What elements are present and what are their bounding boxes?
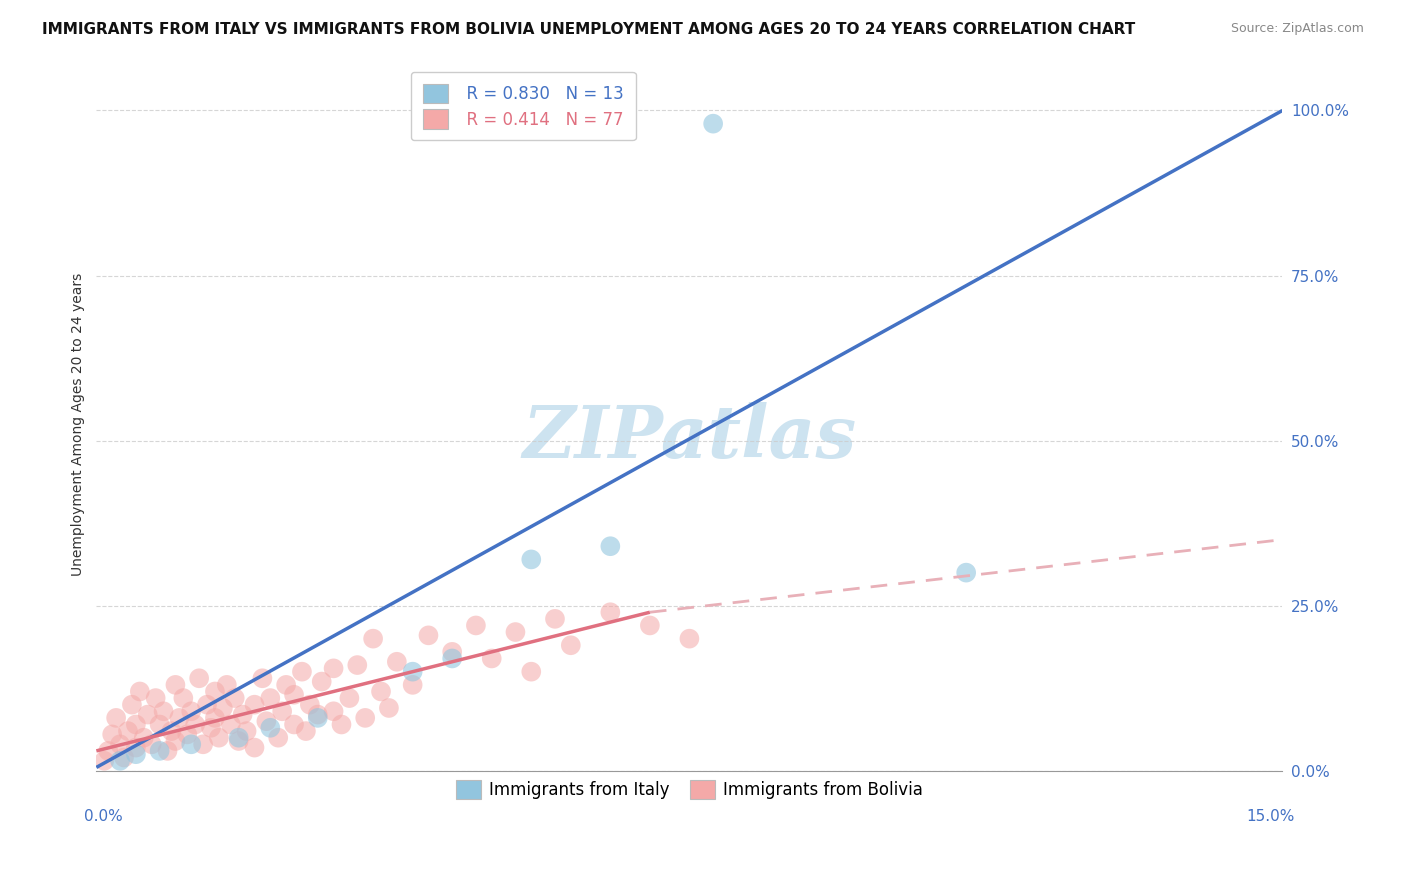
Point [228, 731, 250, 745]
Point [235, 724, 257, 739]
Point [401, 665, 423, 679]
Point [354, 711, 377, 725]
Point [339, 691, 361, 706]
Point [228, 734, 250, 748]
Point [295, 724, 318, 739]
Point [322, 704, 344, 718]
Point [298, 698, 321, 712]
Point [259, 691, 281, 706]
Point [481, 651, 503, 665]
Point [219, 717, 242, 731]
Y-axis label: Unemployment Among Ages 20 to 24 years: Unemployment Among Ages 20 to 24 years [72, 272, 86, 575]
Point [176, 727, 198, 741]
Point [232, 707, 254, 722]
Point [599, 605, 621, 619]
Text: 15.0%: 15.0% [1246, 809, 1295, 824]
Point [108, 737, 131, 751]
Point [678, 632, 700, 646]
Point [283, 717, 305, 731]
Text: ZIPatlas: ZIPatlas [523, 402, 856, 474]
Point [267, 731, 290, 745]
Point [441, 651, 464, 665]
Point [520, 665, 543, 679]
Point [544, 612, 567, 626]
Point [346, 658, 368, 673]
Point [93, 754, 115, 768]
Point [188, 671, 211, 685]
Text: 0.0%: 0.0% [84, 809, 124, 824]
Point [117, 724, 139, 739]
Point [599, 539, 621, 553]
Point [141, 737, 163, 751]
Text: Source: ZipAtlas.com: Source: ZipAtlas.com [1230, 22, 1364, 36]
Point [165, 678, 187, 692]
Point [208, 731, 231, 745]
Point [243, 740, 266, 755]
Point [180, 704, 202, 718]
Point [330, 717, 353, 731]
Point [160, 724, 183, 739]
Point [560, 638, 582, 652]
Point [243, 698, 266, 712]
Point [149, 744, 172, 758]
Text: IMMIGRANTS FROM ITALY VS IMMIGRANTS FROM BOLIVIA UNEMPLOYMENT AMONG AGES 20 TO 2: IMMIGRANTS FROM ITALY VS IMMIGRANTS FROM… [42, 22, 1136, 37]
Point [385, 655, 408, 669]
Point [464, 618, 486, 632]
Point [505, 625, 527, 640]
Point [212, 701, 235, 715]
Point [418, 628, 440, 642]
Point [520, 552, 543, 566]
Point [638, 618, 661, 632]
Point [101, 727, 124, 741]
Point [169, 711, 191, 725]
Point [132, 731, 155, 745]
Point [271, 704, 294, 718]
Point [105, 711, 128, 725]
Point [291, 665, 314, 679]
Point [307, 711, 329, 725]
Point [307, 707, 329, 722]
Point [195, 698, 218, 712]
Point [955, 566, 977, 580]
Point [361, 632, 384, 646]
Point [156, 744, 179, 758]
Point [378, 701, 401, 715]
Point [184, 717, 207, 731]
Point [121, 698, 143, 712]
Point [191, 737, 214, 751]
Point [172, 691, 194, 706]
Point [215, 678, 238, 692]
Point [128, 684, 150, 698]
Point [441, 645, 464, 659]
Point [200, 721, 222, 735]
Point [702, 117, 724, 131]
Point [149, 717, 172, 731]
Point [145, 691, 167, 706]
Point [283, 688, 305, 702]
Point [108, 754, 131, 768]
Point [259, 721, 281, 735]
Point [254, 714, 277, 729]
Point [125, 717, 148, 731]
Point [252, 671, 274, 685]
Point [401, 678, 423, 692]
Point [224, 691, 246, 706]
Point [152, 704, 174, 718]
Legend: Immigrants from Italy, Immigrants from Bolivia: Immigrants from Italy, Immigrants from B… [444, 768, 935, 811]
Point [204, 684, 226, 698]
Point [204, 711, 226, 725]
Point [136, 707, 159, 722]
Point [311, 674, 333, 689]
Point [180, 737, 202, 751]
Point [276, 678, 298, 692]
Point [112, 750, 135, 764]
Point [370, 684, 392, 698]
Point [97, 744, 120, 758]
Point [125, 747, 148, 762]
Point [125, 740, 148, 755]
Point [322, 661, 344, 675]
Point [165, 734, 187, 748]
